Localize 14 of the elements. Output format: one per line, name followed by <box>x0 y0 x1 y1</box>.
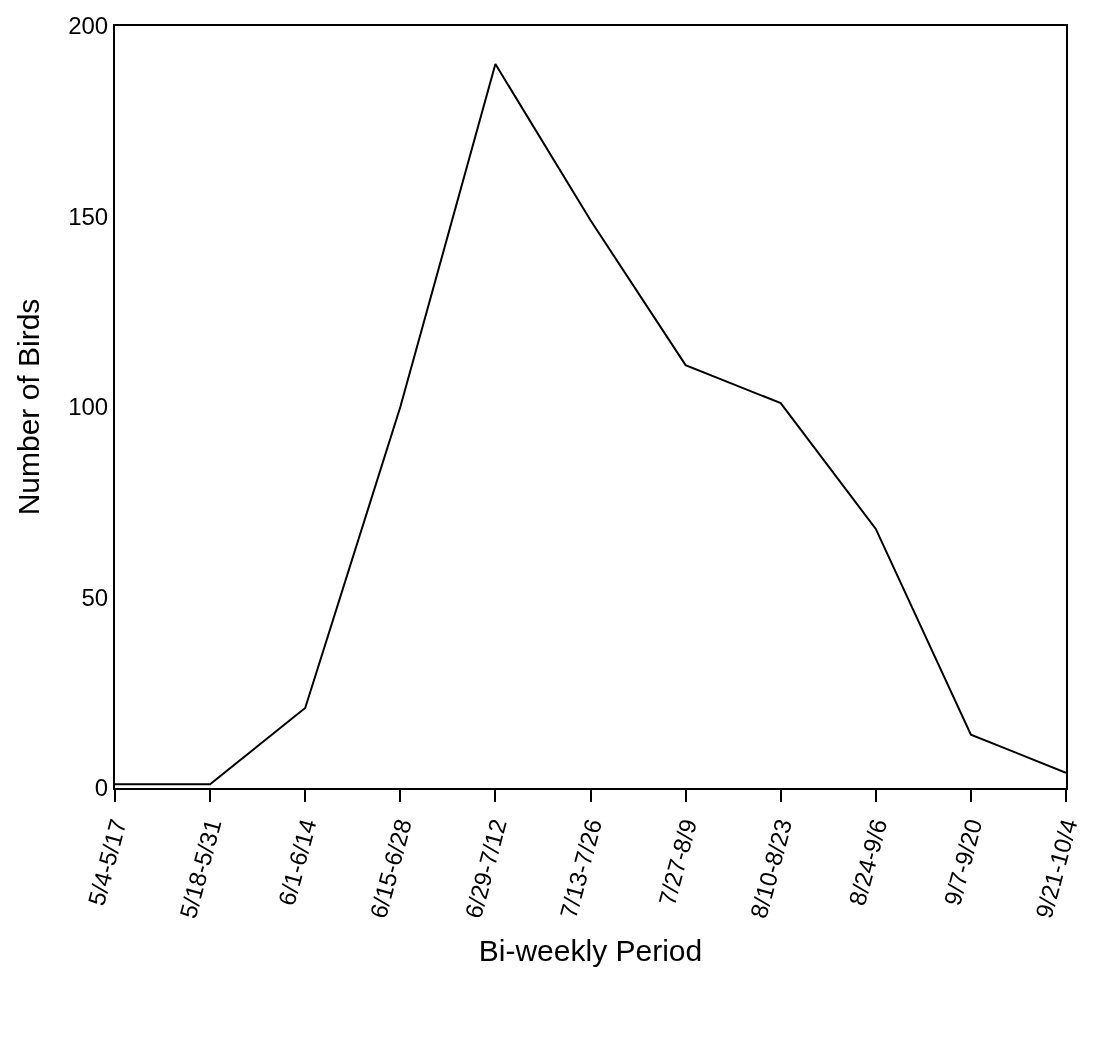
x-tick-label: 8/24-9/6 <box>843 816 893 909</box>
x-tick-label: 6/1-6/14 <box>272 816 322 909</box>
x-tick-label: 8/10-8/23 <box>744 816 798 922</box>
y-tick-label: 200 <box>68 12 109 40</box>
y-tick-label: 150 <box>68 202 109 230</box>
x-tick-label: 7/27-8/9 <box>653 816 703 909</box>
y-axis-title: Number of Birds <box>11 298 45 516</box>
x-tick-label: 5/4-5/17 <box>82 816 132 909</box>
y-tick-label: 100 <box>68 393 109 421</box>
x-tick-label: 9/7-9/20 <box>938 816 988 909</box>
x-axis-title: Bi-weekly Period <box>478 934 703 968</box>
y-tick-label: 0 <box>94 774 109 802</box>
x-tick-label: 6/15-6/28 <box>364 816 417 922</box>
y-tick-label: 50 <box>81 583 109 611</box>
